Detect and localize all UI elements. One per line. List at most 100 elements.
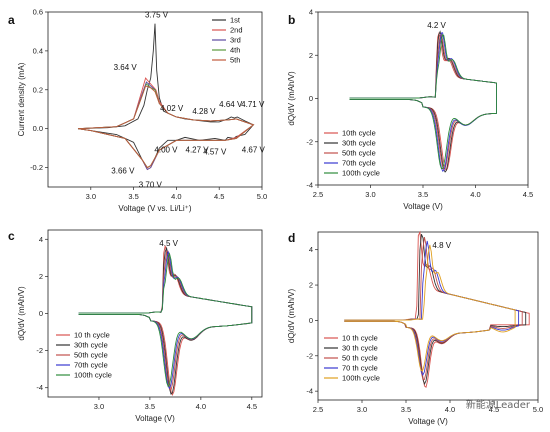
panel-b: b 2.5 3.0 3.5 4.0 4.5 -4 -2 0 2 4 Voltage (V) dQ/dV … xyxy=(287,8,533,212)
y-tick-label: -4 xyxy=(306,181,313,190)
peak-annotation: 4.67 V xyxy=(242,145,266,154)
panel-d: d 2.5 3.0 3.5 4.0 4.5 5.0 -4 -2 0 2 4 Voltage (V) dQ/… xyxy=(287,230,543,426)
legend-entry: 30th cycle xyxy=(74,341,108,350)
legend-entry: 10th cycle xyxy=(342,129,376,138)
peak-annotation: 3.64 V xyxy=(114,63,138,72)
panel-a: a 3.0 3.5 4.0 4.5 5.0 -0.2 0.0 0.2 0.4 0.6 Voltage … xyxy=(8,8,267,214)
x-tick-label: 4.5 xyxy=(214,192,224,201)
x-tick-label: 2.5 xyxy=(313,405,323,414)
peak-annotation: 4.64 V xyxy=(219,100,243,109)
peak-annotation: 3.66 V xyxy=(111,167,135,176)
series-line xyxy=(344,244,516,372)
y-tick-label: 0 xyxy=(39,309,43,318)
y-tick-label: -2 xyxy=(306,351,313,360)
legend-entry: 50th cycle xyxy=(342,149,376,158)
x-axis-label: Voltage (V) xyxy=(403,202,443,211)
y-tick-label: 4 xyxy=(309,245,313,254)
y-tick-label: 2 xyxy=(309,51,313,60)
legend-entry: 50 th cycle xyxy=(342,354,378,363)
x-axis-label: Voltage (V vs. Li/Li⁺) xyxy=(118,204,191,213)
legend-entry: 70th cycle xyxy=(342,159,376,168)
x-axis-label: Voltage (V) xyxy=(408,417,448,426)
legend-entry: 70th cycle xyxy=(74,361,108,370)
x-tick-label: 3.5 xyxy=(401,405,411,414)
legend-entry: 5th xyxy=(230,56,240,65)
plot-frame xyxy=(317,231,539,401)
y-tick-label: 2 xyxy=(39,272,43,281)
x-tick-label: 3.5 xyxy=(418,190,428,199)
legend-entry: 30th cycle xyxy=(342,139,376,148)
x-tick-label: 4.0 xyxy=(470,190,480,199)
panel-letter: d xyxy=(288,231,295,245)
peak-annotation: 4.71 V xyxy=(241,100,265,109)
legend-entry: 10 th cycle xyxy=(74,331,110,340)
x-tick-label: 4.0 xyxy=(196,402,206,411)
peak-annotation: 4.00 V xyxy=(154,145,178,154)
x-tick-label: 4.0 xyxy=(445,405,455,414)
legend-entry: 100th cycle xyxy=(74,371,112,380)
x-tick-label: 5.0 xyxy=(533,405,543,414)
legend-entry: 1st xyxy=(230,16,241,25)
watermark-text: 新能源Leader xyxy=(466,398,531,411)
y-tick-label: -2 xyxy=(36,346,43,355)
x-tick-label: 4.5 xyxy=(247,402,257,411)
x-axis-label: Voltage (V) xyxy=(135,414,175,423)
x-tick-label: 3.5 xyxy=(145,402,155,411)
x-tick-label: 4.0 xyxy=(171,192,181,201)
y-tick-label: 0.4 xyxy=(33,46,43,55)
x-tick-label: 4.5 xyxy=(523,190,533,199)
y-tick-label: 0.0 xyxy=(33,124,43,133)
panel-a-annotations: 3.75 V 3.64 V 4.02 V 4.28 V4.64 V4.71 V 4.67… xyxy=(111,11,265,190)
y-axis-label: Current density (mA) xyxy=(17,62,26,136)
legend-entry: 100th cycle xyxy=(342,169,380,178)
legend-entry: 100th cycle xyxy=(342,374,380,383)
panel-title: 4.5 V xyxy=(159,239,178,248)
panel-letter: b xyxy=(288,13,295,27)
y-tick-label: 0 xyxy=(309,94,313,103)
panel-title: 4.8 V xyxy=(432,241,451,250)
legend-entry: 50th cycle xyxy=(74,351,108,360)
y-tick-label: 0.2 xyxy=(33,85,43,94)
x-tick-label: 3.0 xyxy=(94,402,104,411)
legend-entry: 4th xyxy=(230,46,240,55)
series-line xyxy=(77,77,255,171)
peak-annotation: 4.28 V xyxy=(192,107,216,116)
x-tick-label: 2.5 xyxy=(313,190,323,199)
panel-letter: a xyxy=(8,13,15,27)
series-line xyxy=(78,251,253,388)
peak-annotation: 3.70 V xyxy=(139,181,163,190)
panel-title: 4.2 V xyxy=(427,21,446,30)
legend-entry: 2nd xyxy=(230,26,243,35)
y-tick-label: 0 xyxy=(309,316,313,325)
series-line xyxy=(349,33,497,170)
panel-letter: c xyxy=(8,229,15,243)
legend-entry: 10 th cycle xyxy=(342,334,378,343)
peak-annotation: 4.02 V xyxy=(160,104,184,113)
legend-entry: 30 th cycle xyxy=(342,344,378,353)
y-tick-label: -4 xyxy=(36,383,43,392)
peak-annotation: 3.75 V xyxy=(145,11,169,20)
y-tick-label: -0.2 xyxy=(30,163,43,172)
x-tick-label: 5.0 xyxy=(257,192,267,201)
y-axis-label: dQ/dV (mAh/V) xyxy=(17,286,26,341)
y-axis-label: dQ/dV (mAh/V) xyxy=(287,71,296,126)
legend-entry: 70 th cycle xyxy=(342,364,378,373)
y-tick-label: 2 xyxy=(309,281,313,290)
y-tick-label: -4 xyxy=(306,387,313,396)
x-tick-label: 3.0 xyxy=(86,192,96,201)
x-tick-label: 3.5 xyxy=(128,192,138,201)
series-line xyxy=(77,81,255,171)
x-tick-label: 4.5 xyxy=(489,405,499,414)
panel-c: c 3.0 3.5 4.0 4.5 -4 -2 0 2 4 Voltage (V) dQ/dV (mA… xyxy=(8,229,263,423)
peak-annotation: 4.57 V xyxy=(203,147,227,156)
y-tick-label: 0.6 xyxy=(33,8,43,17)
x-tick-label: 3.0 xyxy=(365,190,375,199)
legend-entry: 3rd xyxy=(230,36,241,45)
series-line xyxy=(77,83,255,169)
y-tick-label: 4 xyxy=(39,235,43,244)
peak-annotation: 4.27 V xyxy=(186,145,210,154)
y-axis-label: dQ/dV (mAh/V) xyxy=(287,289,296,344)
x-tick-label: 3.0 xyxy=(357,405,367,414)
plot-frame xyxy=(47,11,263,188)
